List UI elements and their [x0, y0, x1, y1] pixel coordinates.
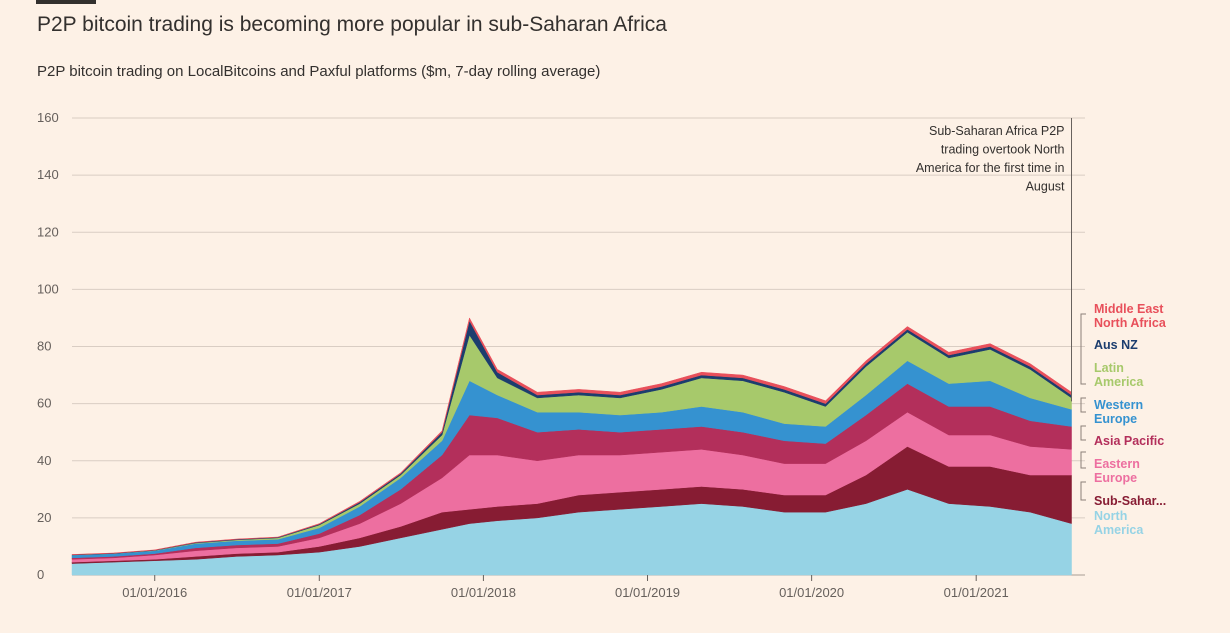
- legend-label-na: America: [1094, 523, 1144, 537]
- area-series: [71, 317, 1072, 576]
- y-tick-label: 40: [37, 453, 51, 468]
- legend-label-latam: Latin: [1094, 361, 1124, 375]
- legend-label-na: North: [1094, 509, 1127, 523]
- annotation: Sub-Saharan Africa P2P trading overtook N…: [916, 118, 1073, 402]
- legend-label-latam: America: [1094, 375, 1144, 389]
- axes: 01/01/2016 01/01/2017 01/01/2018 01/01/2019…: [122, 575, 1009, 600]
- x-tick-label: 01/01/2021: [944, 585, 1009, 600]
- annotation-text: August: [1026, 180, 1065, 194]
- annotation-text: America for the first time in: [916, 161, 1065, 175]
- y-tick-label: 0: [37, 567, 44, 582]
- y-tick-label: 160: [37, 110, 59, 125]
- legend-label-mena: North Africa: [1094, 316, 1167, 330]
- legend-label-ausnz: Aus NZ: [1094, 338, 1138, 352]
- legend-bracket: [1080, 313, 1086, 385]
- legend-label-weu: Western: [1094, 398, 1143, 412]
- legend-label-apac: Asia Pacific: [1094, 434, 1164, 448]
- header-accent-bar: [36, 0, 96, 4]
- y-tick-label: 100: [37, 281, 59, 296]
- chart-subtitle: P2P bitcoin trading on LocalBitcoins and…: [37, 63, 601, 80]
- chart-title: P2P bitcoin trading is becoming more pop…: [37, 13, 667, 36]
- y-tick-label: 20: [37, 510, 51, 525]
- legend-label-mena: Middle East: [1094, 302, 1164, 316]
- x-tick-label: 01/01/2018: [451, 585, 516, 600]
- legend-bracket: [1080, 425, 1086, 441]
- y-tick-label: 60: [37, 396, 51, 411]
- legend-label-ssa: Sub-Sahar...: [1094, 494, 1166, 508]
- legend-bracket: [1080, 451, 1086, 469]
- legend-bracket: [1080, 481, 1086, 501]
- legend-label-eeu: Eastern: [1094, 457, 1140, 471]
- x-tick-label: 01/01/2020: [779, 585, 844, 600]
- annotation-text: Sub-Saharan Africa P2P: [929, 124, 1065, 138]
- y-tick-label: 120: [37, 224, 59, 239]
- x-tick-label: 01/01/2019: [615, 585, 680, 600]
- x-tick-label: 01/01/2016: [122, 585, 187, 600]
- annotation-text: trading overtook North: [941, 143, 1065, 157]
- x-tick-label: 01/01/2017: [287, 585, 352, 600]
- legend-label-weu: Europe: [1094, 412, 1137, 426]
- y-tick-label: 80: [37, 339, 51, 354]
- legend-bracket: [1080, 397, 1086, 413]
- legend-label-eeu: Europe: [1094, 471, 1137, 485]
- y-tick-label: 140: [37, 167, 59, 182]
